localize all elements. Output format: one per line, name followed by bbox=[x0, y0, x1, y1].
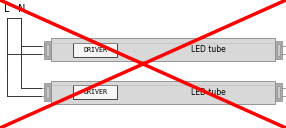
Bar bbox=[275, 83, 282, 101]
Bar bbox=[44, 83, 51, 101]
Text: LED tube: LED tube bbox=[191, 88, 226, 97]
Bar bbox=[51, 81, 275, 104]
Bar bbox=[73, 85, 117, 99]
Bar bbox=[44, 41, 51, 59]
Text: L: L bbox=[4, 4, 10, 14]
Text: LED tube: LED tube bbox=[191, 45, 226, 54]
Bar bbox=[275, 41, 282, 59]
Bar bbox=[51, 38, 275, 61]
Bar bbox=[46, 44, 49, 56]
Text: N: N bbox=[18, 4, 25, 14]
Text: DRIVER: DRIVER bbox=[83, 47, 107, 53]
Bar bbox=[277, 86, 280, 98]
Bar bbox=[73, 43, 117, 57]
Bar bbox=[277, 44, 280, 56]
Text: DRIVER: DRIVER bbox=[83, 89, 107, 95]
Bar bbox=[46, 86, 49, 98]
